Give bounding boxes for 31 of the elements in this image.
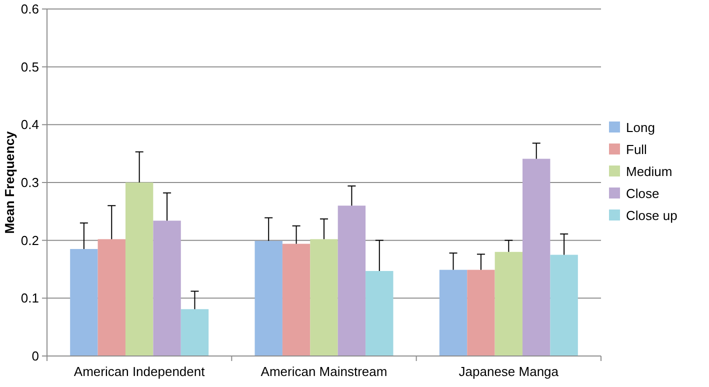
bar [70,249,98,356]
legend-label: Full [626,142,648,158]
bar [282,244,310,356]
bar [310,239,338,356]
legend-label: Medium [626,164,672,180]
legend-label: Close up [626,208,678,224]
bar [125,182,154,356]
y-tick-label: 0.2 [20,232,39,248]
bar [494,252,523,356]
bar [98,239,126,356]
bar [439,270,468,356]
bar [153,220,181,356]
bar [550,254,578,356]
y-tick-label: 0.6 [20,2,39,17]
legend-label: Long [626,120,655,136]
y-axis-title: Mean Frequency [2,130,17,234]
bar [254,240,282,356]
bar [522,158,550,356]
y-tick-label: 0.4 [20,117,39,132]
legend-label: Close [626,186,660,202]
y-tick-label: 0.3 [20,175,39,190]
x-tick-label: American Independent [74,364,206,379]
y-tick-label: 0 [32,348,39,364]
x-tick-label: American Mainstream [260,364,388,379]
x-tick-label: Japanese Manga [458,364,560,379]
bar [467,270,495,356]
y-tick-label: 0.5 [20,59,39,74]
bar [180,309,209,356]
y-tick-label: 0.1 [20,290,39,306]
bar [366,270,394,356]
bar [338,206,366,356]
